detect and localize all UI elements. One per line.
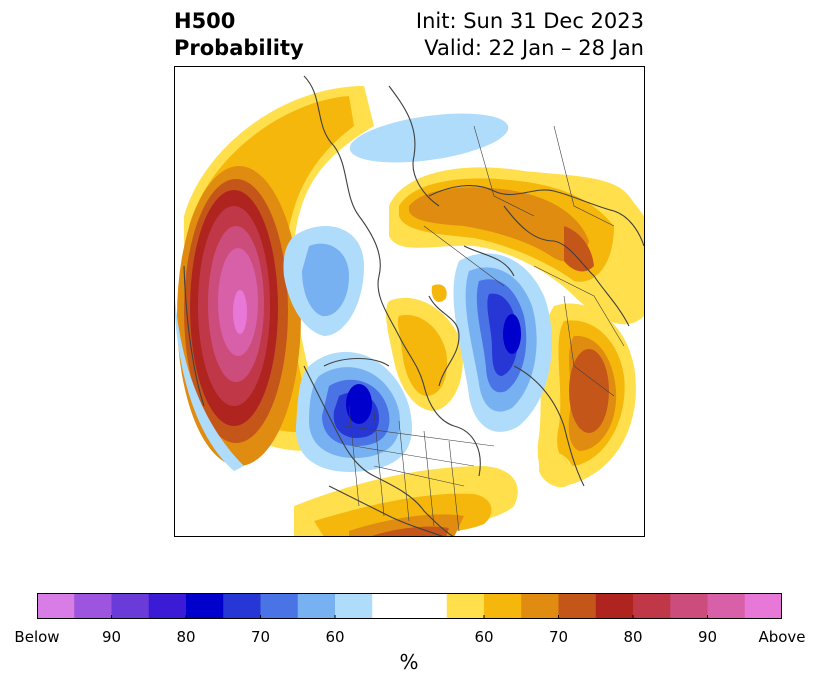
colorbar-tick-label: 90	[101, 628, 122, 646]
colorbar-segment	[111, 593, 150, 619]
colorbar-segment	[558, 593, 597, 619]
pacific-below-strip	[174, 286, 244, 471]
colorbar-unit: %	[399, 650, 419, 674]
colorbar-tick-label: 70	[250, 628, 271, 646]
colorbar-tick-label: 80	[623, 628, 643, 646]
colorbar-tick-label: Above	[758, 628, 806, 646]
gulf-of-alaska-above	[177, 86, 374, 466]
colorbar-segment	[335, 593, 373, 619]
colorbar-segment	[521, 593, 559, 619]
colorbar-segment	[633, 593, 671, 619]
greenland-north-atlantic-below	[453, 253, 552, 432]
probability-map	[174, 66, 645, 537]
colorbar	[36, 593, 783, 619]
colorbar-segment	[446, 593, 485, 619]
coastlines	[183, 75, 645, 537]
colorbar-tick-label: Below	[14, 628, 60, 646]
colorbar-segment	[409, 593, 448, 619]
init-date: Init: Sun 31 Dec 2023	[415, 9, 644, 33]
europe-above	[537, 303, 636, 486]
southern-us-above	[294, 466, 518, 537]
colorbar-segment	[186, 593, 224, 619]
mid-atlantic-above	[539, 452, 574, 488]
colorbar-segment	[372, 593, 410, 619]
colorbar-tick-label: 60	[474, 628, 494, 646]
colorbar-segment	[37, 593, 75, 619]
colorbar-segment	[595, 593, 634, 619]
west-canada-below	[283, 226, 364, 336]
title-line-2: Probability	[174, 36, 304, 60]
colorbar-segment	[223, 593, 261, 619]
colorbar-segment	[484, 593, 522, 619]
colorbar-segment	[744, 593, 783, 619]
colorbar-tick-label: 60	[325, 628, 345, 646]
colorbar-segment	[297, 593, 336, 619]
colorbar-segment	[707, 593, 746, 619]
title-line-1: H500	[174, 9, 236, 33]
date-info: Init: Sun 31 Dec 2023 Valid: 22 Jan – 28…	[416, 8, 644, 62]
colorbar-segment	[148, 593, 187, 619]
colorbar-tick-label: 90	[697, 628, 718, 646]
canadian-archipelago-above	[386, 284, 463, 411]
colorbar-segment	[74, 593, 112, 619]
chart-title: H500 Probability	[174, 8, 304, 62]
colorbar-segment	[670, 593, 708, 619]
borders	[343, 125, 625, 532]
colorbar-tick-label: 70	[548, 628, 569, 646]
colorbar-tick-label: 80	[176, 628, 196, 646]
colorbar-segment	[260, 593, 299, 619]
siberia-below	[349, 113, 509, 163]
valid-date: Valid: 22 Jan – 28 Jan	[424, 36, 644, 60]
hudson-bay-below	[295, 351, 412, 472]
eurasia-arctic-above	[389, 167, 644, 325]
